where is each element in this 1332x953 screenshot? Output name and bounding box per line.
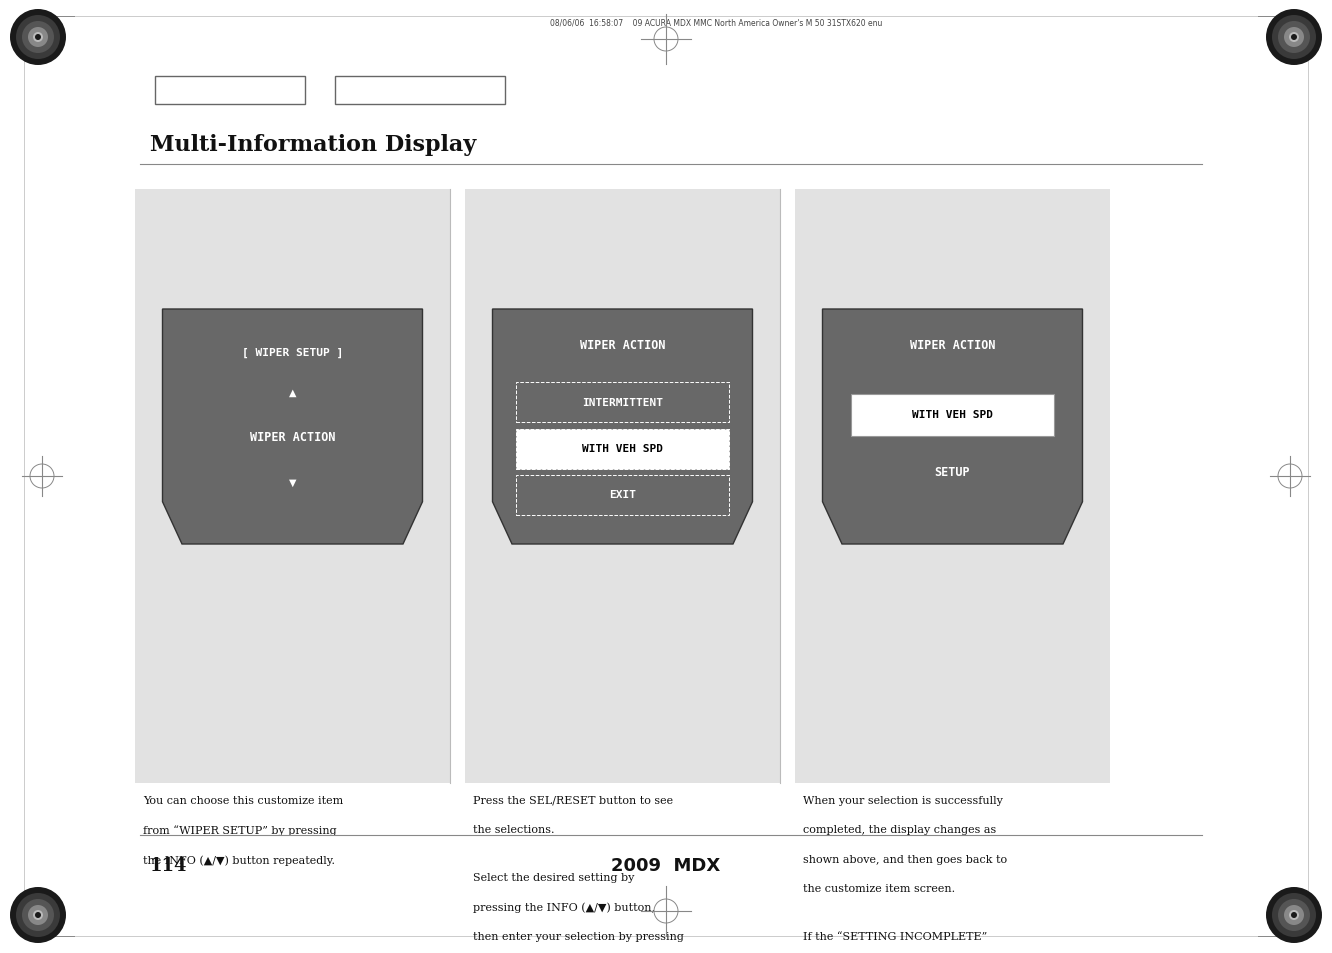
Circle shape — [1272, 16, 1316, 60]
Text: pressing the INFO (▲/▼) button,: pressing the INFO (▲/▼) button, — [473, 902, 655, 912]
Circle shape — [33, 910, 43, 920]
Text: INTERMITTENT: INTERMITTENT — [582, 397, 663, 407]
Circle shape — [11, 887, 67, 943]
Bar — [135, 190, 450, 783]
Circle shape — [1291, 35, 1297, 41]
Circle shape — [1277, 899, 1309, 931]
Text: WIPER ACTION: WIPER ACTION — [250, 431, 336, 443]
Bar — [155, 77, 305, 105]
Text: then enter your selection by pressing: then enter your selection by pressing — [473, 931, 683, 941]
Circle shape — [1289, 910, 1299, 920]
Circle shape — [1291, 912, 1297, 918]
Bar — [795, 190, 1110, 783]
Text: Multi-Information Display: Multi-Information Display — [151, 133, 477, 156]
Circle shape — [28, 905, 48, 925]
Circle shape — [16, 893, 60, 937]
Circle shape — [1272, 893, 1316, 937]
Bar — [851, 395, 1054, 436]
Text: Press the SEL/RESET button to see: Press the SEL/RESET button to see — [473, 795, 673, 805]
Circle shape — [11, 10, 67, 66]
Text: EXIT: EXIT — [609, 490, 635, 500]
Circle shape — [35, 912, 41, 918]
Polygon shape — [163, 310, 422, 544]
Text: 2009  MDX: 2009 MDX — [611, 856, 721, 874]
Text: When your selection is successfully: When your selection is successfully — [803, 795, 1003, 805]
Circle shape — [1284, 28, 1304, 48]
Text: the customize item screen.: the customize item screen. — [803, 883, 955, 894]
Circle shape — [35, 35, 41, 41]
Circle shape — [23, 899, 55, 931]
Text: shown above, and then goes back to: shown above, and then goes back to — [803, 854, 1007, 864]
Circle shape — [1289, 33, 1299, 43]
Text: WITH VEH SPD: WITH VEH SPD — [912, 410, 992, 420]
Circle shape — [16, 16, 60, 60]
Text: ▲: ▲ — [289, 387, 296, 397]
Bar — [515, 429, 729, 469]
Polygon shape — [822, 310, 1083, 544]
Circle shape — [28, 28, 48, 48]
Text: ▼: ▼ — [289, 477, 296, 487]
Text: completed, the display changes as: completed, the display changes as — [803, 824, 996, 835]
Text: 08/06/06  16:58:07    09 ACURA MDX MMC North America Owner's M 50 31STX620 enu: 08/06/06 16:58:07 09 ACURA MDX MMC North… — [550, 18, 882, 28]
Text: the selections.: the selections. — [473, 824, 554, 835]
Text: WIPER ACTION: WIPER ACTION — [579, 338, 665, 352]
Circle shape — [1277, 22, 1309, 54]
Bar — [465, 190, 781, 783]
Polygon shape — [493, 310, 753, 544]
Bar — [515, 382, 729, 422]
Circle shape — [1265, 887, 1321, 943]
Text: WITH VEH SPD: WITH VEH SPD — [582, 444, 663, 454]
Circle shape — [1265, 10, 1321, 66]
Text: from “WIPER SETUP” by pressing: from “WIPER SETUP” by pressing — [143, 824, 337, 836]
Text: You can choose this customize item: You can choose this customize item — [143, 795, 344, 805]
Text: SETUP: SETUP — [935, 465, 970, 478]
Text: WIPER ACTION: WIPER ACTION — [910, 338, 995, 352]
Text: If the “SETTING INCOMPLETE”: If the “SETTING INCOMPLETE” — [803, 931, 987, 941]
Circle shape — [23, 22, 55, 54]
Text: Select the desired setting by: Select the desired setting by — [473, 872, 634, 882]
Bar — [515, 475, 729, 515]
Bar — [336, 77, 505, 105]
Text: the INFO (▲/▼) button repeatedly.: the INFO (▲/▼) button repeatedly. — [143, 854, 336, 864]
Circle shape — [1284, 905, 1304, 925]
Text: [ WIPER SETUP ]: [ WIPER SETUP ] — [242, 347, 344, 357]
Text: 114: 114 — [151, 856, 188, 874]
Circle shape — [33, 33, 43, 43]
